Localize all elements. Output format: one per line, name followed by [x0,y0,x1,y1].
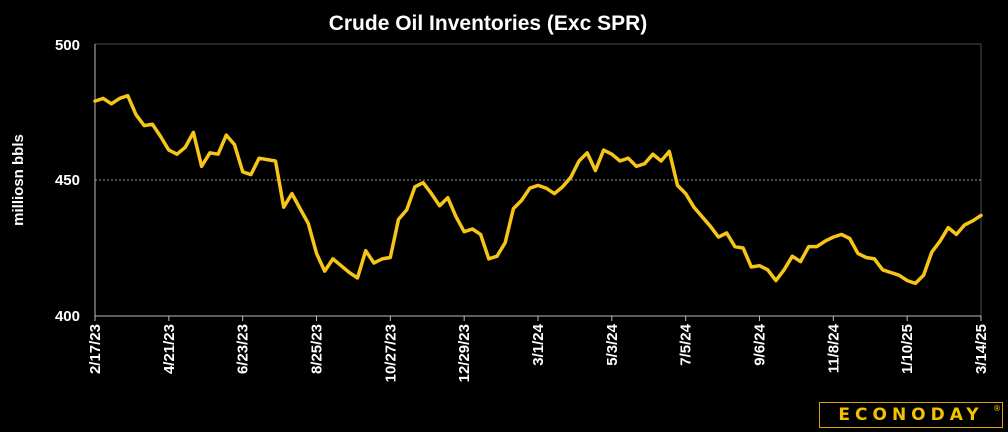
x-tick-label: 5/3/24 [604,323,621,365]
x-tick-label: 9/6/24 [752,323,769,365]
econoday-logo: ECONODAY [819,402,1003,428]
crude-inventory-line [93,93,983,286]
x-tick-label: 6/23/23 [235,324,252,374]
x-tick-label: 1/10/25 [899,324,916,374]
y-tick-label-500: 500 [55,37,80,54]
registered-mark: ® [993,404,1001,413]
x-tick-label: 3/1/24 [530,323,547,365]
y-tick-label-400: 400 [55,308,80,325]
x-tick-label: 10/27/23 [382,324,399,382]
y-tick-label-450: 450 [55,172,80,189]
x-tick-label: 8/25/23 [309,324,326,374]
x-ticks: 2/17/23 4/21/23 6/23/23 8/25/23 10/27/23 12/2… [87,316,990,382]
x-tick-label: 7/5/24 [678,323,695,365]
x-tick-label: 2/17/23 [87,324,104,374]
logo-text: ECONODAY [838,405,984,425]
x-tick-label: 11/8/24 [825,323,842,373]
x-tick-label: 12/29/23 [456,324,473,382]
x-tick-label: 3/14/25 [973,324,990,374]
y-axis-label: milliosn bbls [10,134,27,226]
x-tick-label: 4/21/23 [161,324,178,374]
chart-title: Crude Oil Inventories (Exc SPR) [329,12,648,35]
